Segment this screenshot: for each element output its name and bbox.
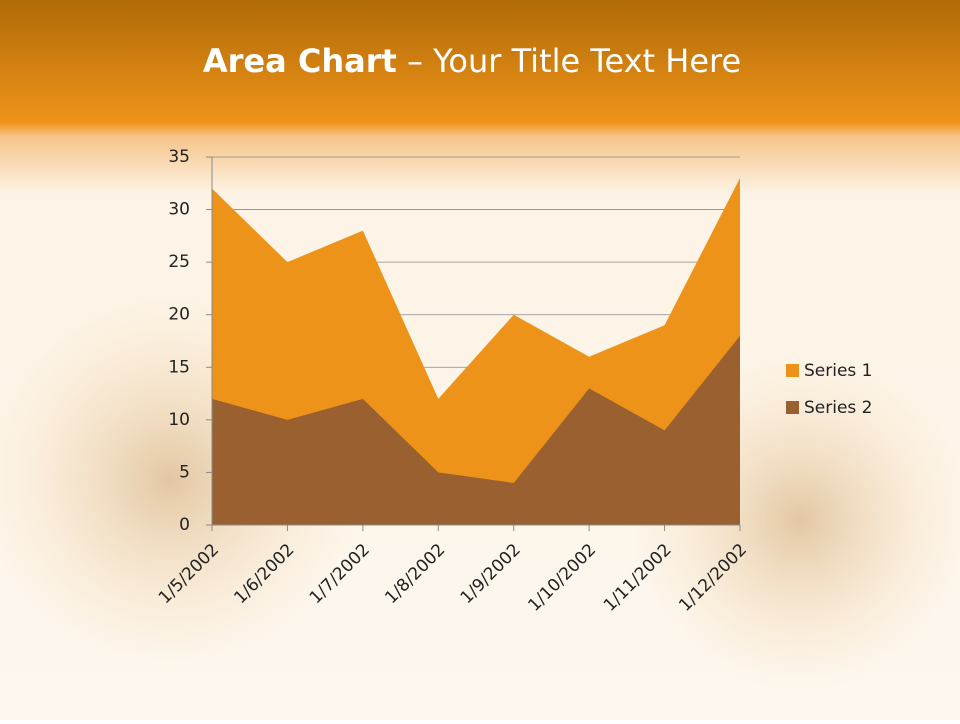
y-tick-label: 0: [179, 515, 190, 535]
y-tick-label: 10: [168, 410, 190, 430]
y-tick-label: 30: [168, 200, 190, 220]
area: [212, 335, 740, 525]
legend-swatch: [786, 364, 799, 377]
title-bold: Area Chart: [203, 42, 397, 80]
legend-swatch: [786, 401, 799, 414]
y-tick-label: 15: [168, 357, 190, 377]
slide-title: Area Chart – Your Title Text Here: [203, 42, 741, 80]
y-tick-label: 20: [168, 305, 190, 325]
y-tick-label: 35: [168, 147, 190, 167]
y-tick-label: 5: [179, 462, 190, 482]
y-tick-label: 25: [168, 252, 190, 272]
title-rest: – Your Title Text Here: [407, 42, 741, 80]
legend-label: Series 1: [804, 361, 873, 381]
legend-label: Series 2: [804, 398, 873, 418]
